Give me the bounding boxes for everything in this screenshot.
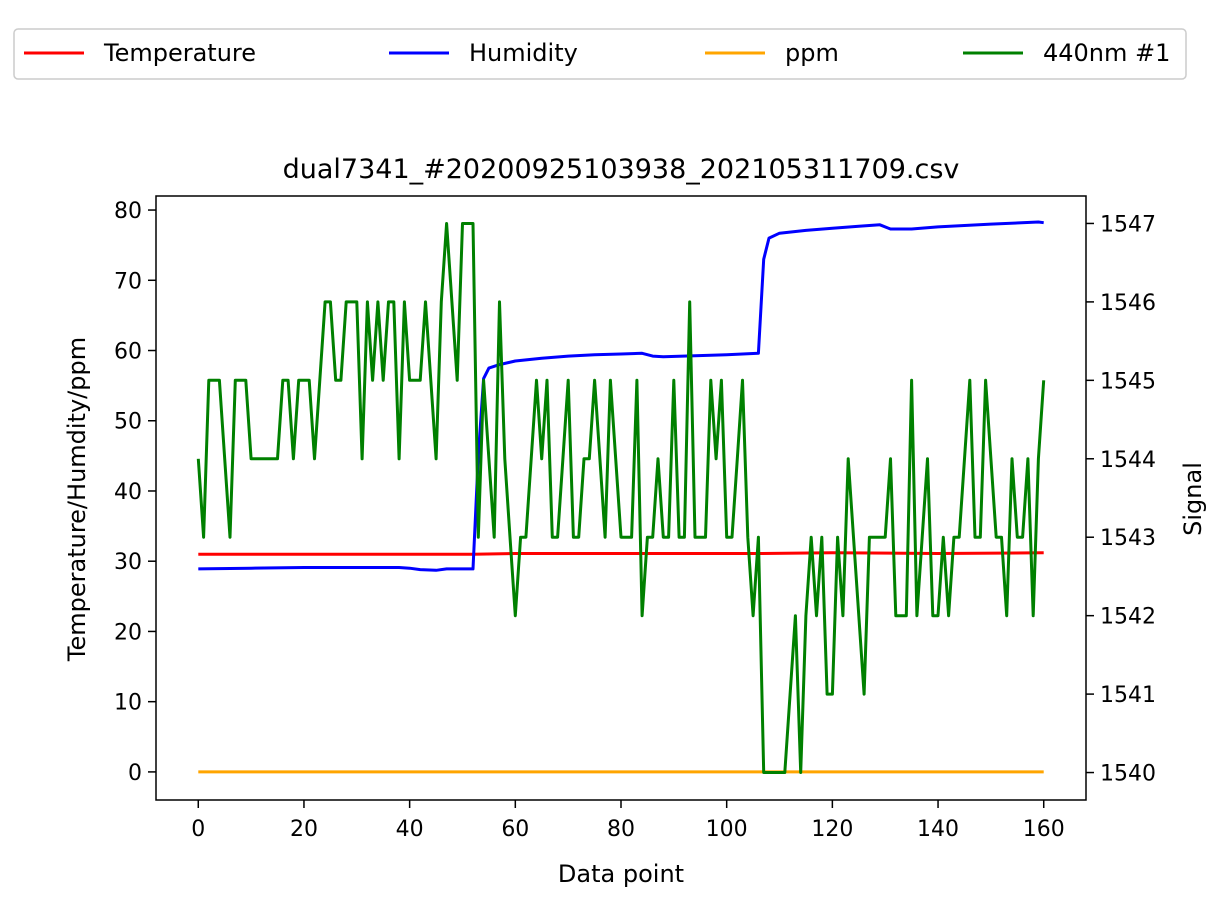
y-tick-label-left: 70 bbox=[114, 269, 142, 294]
y-tick-label-left: 10 bbox=[114, 691, 142, 716]
x-tick-label: 60 bbox=[501, 817, 529, 842]
y-tick-label-left: 50 bbox=[114, 410, 142, 435]
y-tick-label-right: 1543 bbox=[1100, 526, 1156, 551]
legend-label-440nm-1: 440nm #1 bbox=[1043, 39, 1170, 67]
x-tick-label: 0 bbox=[191, 817, 205, 842]
legend-frame bbox=[13, 28, 1187, 80]
y-tick-label-left: 40 bbox=[114, 480, 142, 505]
y-axis-label-left: Temperature/Humdity/ppm bbox=[63, 337, 91, 662]
legend-label-humidity: Humidity bbox=[469, 39, 578, 67]
series-layer bbox=[196, 220, 1046, 774]
x-tick-label: 40 bbox=[396, 817, 424, 842]
x-tick-label: 120 bbox=[811, 817, 853, 842]
tick-layer: 0 20 40 60 80 100 120 140 160 0 10 20 30 40 50 60 70 80 15… bbox=[114, 199, 1156, 842]
x-tick-label: 160 bbox=[1023, 817, 1065, 842]
y-tick-label-left: 80 bbox=[114, 199, 142, 224]
y-tick-label-right: 1544 bbox=[1100, 448, 1156, 473]
series-line-humidity bbox=[198, 220, 1044, 572]
y-tick-label-left: 20 bbox=[114, 620, 142, 645]
y-tick-label-right: 1547 bbox=[1100, 212, 1156, 237]
y-tick-label-left: 30 bbox=[114, 550, 142, 575]
y-axis-label-right: Signal bbox=[1179, 462, 1207, 536]
legend: Temperature Humidity ppm 440nm #1 bbox=[13, 28, 1187, 80]
series-line-440nm-1 bbox=[196, 222, 1046, 774]
y-tick-label-right: 1546 bbox=[1100, 291, 1156, 316]
x-axis-label: Data point bbox=[558, 860, 684, 888]
y-tick-label-left: 60 bbox=[114, 340, 142, 365]
series-line-temperature bbox=[198, 551, 1044, 556]
legend-label-ppm: ppm bbox=[785, 39, 839, 67]
x-tick-label: 80 bbox=[607, 817, 635, 842]
y-tick-label-right: 1542 bbox=[1100, 605, 1156, 630]
y-tick-label-right: 1540 bbox=[1100, 762, 1156, 787]
y-tick-label-left: 0 bbox=[128, 761, 142, 786]
y-tick-label-right: 1541 bbox=[1100, 683, 1156, 708]
x-tick-label: 20 bbox=[290, 817, 318, 842]
x-tick-label: 100 bbox=[706, 817, 748, 842]
plot-frame bbox=[155, 195, 1087, 801]
x-tick-label: 140 bbox=[917, 817, 959, 842]
chart-title: dual7341_#20200925103938_202105311709.cs… bbox=[283, 154, 960, 185]
y-tick-label-right: 1545 bbox=[1100, 369, 1156, 394]
legend-label-temperature: Temperature bbox=[103, 39, 256, 67]
